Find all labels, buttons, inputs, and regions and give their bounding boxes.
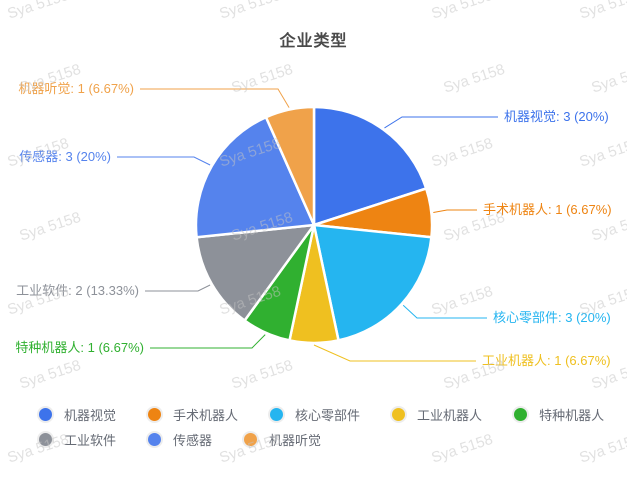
callout-line-4 [150,334,266,349]
chart-title: 企业类型 [279,33,348,50]
slice-label-6: 传感器: 3 (20%) [19,149,111,164]
legend-marker [242,430,260,448]
legend-marker [37,430,54,448]
pie-slice-2[interactable] [312,223,433,342]
legend-item-5[interactable]: 工业软件 [37,428,116,450]
legend-label: 传感器 [173,432,213,448]
callout-line-2 [402,304,487,319]
callout-line-1 [433,209,477,213]
legend-item-1[interactable]: 手术机器人 [146,403,238,425]
legend-label: 核心零部件 [295,407,361,423]
pie-slice-6[interactable] [194,115,316,239]
pie-slice-7[interactable] [264,105,316,227]
slice-label-4: 特种机器人: 1 (6.67%) [15,340,144,355]
legend-label: 手术机器人 [173,407,239,423]
legend-marker [512,405,530,423]
callout-line-7 [140,88,290,108]
legend-item-4[interactable]: 特种机器人 [512,403,604,425]
callout-line-6 [117,156,211,166]
legend-marker [268,405,286,423]
legend-marker [146,430,164,448]
slice-label-7: 机器听觉: 1 (6.67%) [18,81,134,96]
pie-slice-5[interactable] [195,223,316,322]
slice-label-1: 手术机器人: 1 (6.67%) [483,202,612,217]
callout-line-5 [145,284,211,292]
callout-line-0 [384,116,498,129]
pie-slice-0[interactable] [312,105,428,227]
legend-label: 机器视觉 [64,407,117,423]
legend-label: 工业机器人 [417,407,483,423]
legend-marker [146,405,164,423]
legend-label: 机器听觉 [269,432,322,448]
legend: 机器视觉 手术机器人 核心零部件 工业机器人 特种机器人工业软件 传感器 机器听觉 [37,403,617,450]
legend-item-3[interactable]: 工业机器人 [390,403,482,425]
slice-label-2: 核心零部件: 3 (20%) [493,310,611,325]
legend-item-6[interactable]: 传感器 [146,428,212,450]
legend-item-2[interactable]: 核心零部件 [268,403,360,425]
slice-label-3: 工业机器人: 1 (6.67%) [482,353,611,368]
legend-item-0[interactable]: 机器视觉 [37,403,116,425]
legend-label: 工业软件 [64,432,117,448]
slice-label-0: 机器视觉: 3 (20%) [504,109,609,124]
legend-marker [37,405,54,423]
legend-label: 特种机器人 [539,407,605,423]
slice-label-5: 工业软件: 2 (13.33%) [16,283,139,298]
legend-item-7[interactable]: 机器听觉 [242,428,321,450]
callout-line-3 [313,344,476,362]
legend-marker [390,405,408,423]
